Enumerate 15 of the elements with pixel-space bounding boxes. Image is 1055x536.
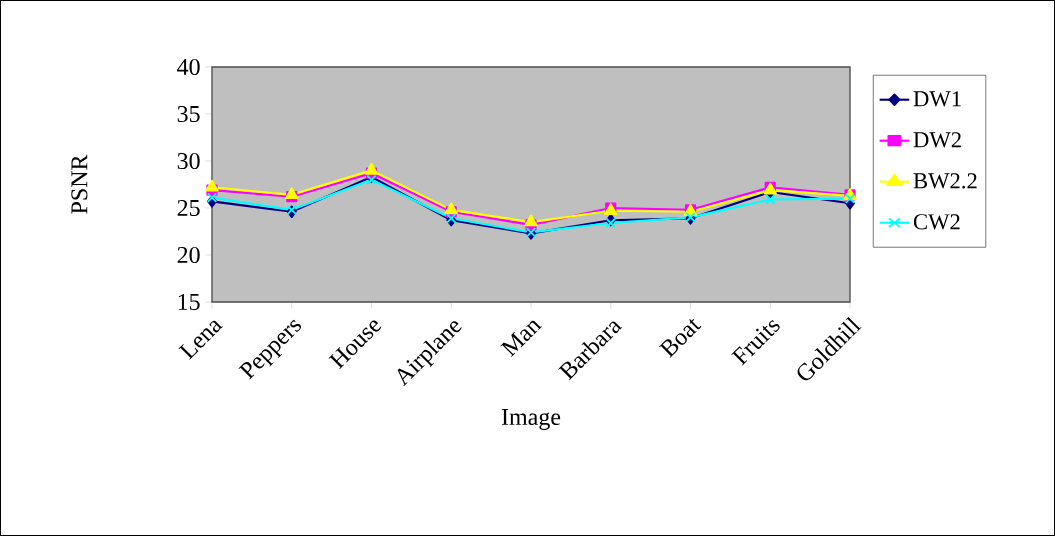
x-axis-title: Image bbox=[501, 409, 561, 430]
y-axis-title: PSNR bbox=[71, 154, 88, 214]
legend-label: BW2.2 bbox=[913, 173, 977, 189]
legend-label: DW2 bbox=[913, 132, 961, 148]
y-tick-label: 35 bbox=[177, 105, 200, 123]
y-tick-label: 20 bbox=[177, 246, 200, 264]
y-tick-label: 40 bbox=[177, 58, 200, 76]
x-tick-label: Man bbox=[500, 320, 542, 358]
y-tick-label: 15 bbox=[178, 293, 200, 311]
x-tick-label: Lena bbox=[178, 320, 223, 360]
legend-label: CW2 bbox=[913, 214, 960, 230]
y-tick-label: 30 bbox=[177, 152, 200, 170]
legend-label: DW1 bbox=[913, 91, 961, 107]
x-tick-label: Boat bbox=[658, 319, 702, 359]
y-tick-label: 25 bbox=[177, 199, 200, 217]
